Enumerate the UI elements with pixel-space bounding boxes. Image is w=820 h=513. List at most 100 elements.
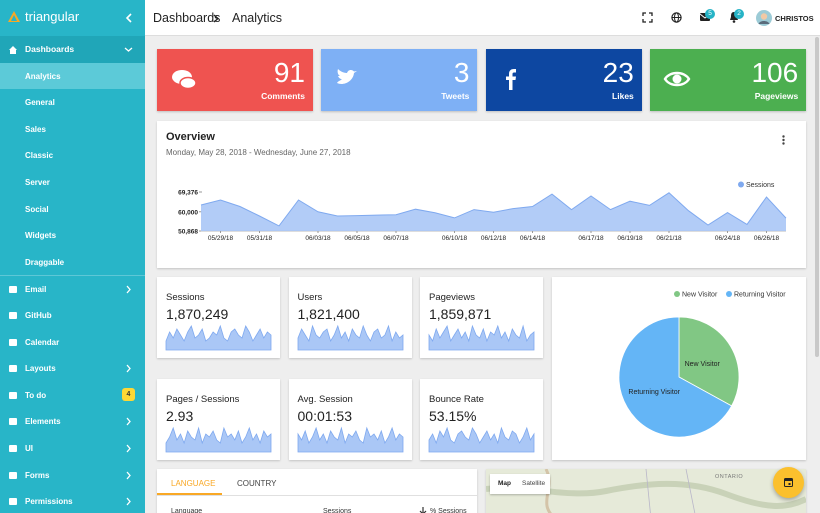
sparkline-area [428, 324, 535, 351]
x-tick-label: 06/12/18 [481, 235, 507, 242]
tile-label: Pageviews [754, 91, 799, 101]
chevron [124, 47, 133, 52]
calendar-fab[interactable] [773, 467, 804, 498]
menu-item[interactable]: To do 4 [0, 382, 145, 409]
brand-logo [8, 11, 20, 22]
x-tick-label: 06/24/18 [715, 235, 741, 242]
tile-value: 3 [453, 57, 470, 88]
sessions-area [201, 192, 786, 231]
table-card: LANGUAGE COUNTRY Language Sessions % Session… [157, 469, 477, 513]
menu-label: Permissions [25, 497, 73, 507]
top-bar: Dashboards Analytics 5 2 CHRISTOS [145, 0, 820, 36]
metric-value: 2.93 [166, 408, 194, 424]
x-tick-label: 06/19/18 [617, 235, 643, 242]
tile-value: 91 [273, 57, 305, 88]
column-header[interactable]: Sessions [323, 508, 352, 513]
menu-icon [9, 286, 17, 294]
tile-label: Tweets [441, 91, 470, 101]
menu-badge: 4 [122, 387, 135, 401]
menu-group[interactable]: Dashboards [0, 36, 145, 63]
y-tick-label: 69,376 [178, 190, 198, 197]
sessions-line [200, 192, 787, 227]
menu-item[interactable]: Elements [0, 408, 145, 435]
stat-tile[interactable]: 3 Tweets [321, 49, 478, 111]
menu-item[interactable]: Permissions [0, 488, 145, 513]
menu-icon [9, 338, 17, 346]
menu-label: Email [25, 285, 47, 295]
tile-value: 23 [602, 57, 634, 88]
column-header[interactable]: % Sessions [430, 508, 467, 513]
tab[interactable]: COUNTRY [237, 479, 277, 488]
sparkline-area [428, 426, 535, 453]
menu-label: To do [25, 390, 47, 400]
legend-label: Sessions [746, 182, 775, 189]
y-tick-label: 50,868 [178, 229, 198, 236]
menu-item[interactable]: Sales [0, 116, 145, 143]
visitors-card: New Visitor Returning Visitor New Visitor R… [552, 277, 806, 460]
menu-icon [9, 471, 17, 479]
map-button[interactable]: Satellite [522, 480, 546, 487]
menu-icon [9, 312, 17, 319]
map-button[interactable]: Map [498, 480, 511, 487]
metric-label: Pageviews [429, 292, 475, 303]
menu-item[interactable]: Draggable [0, 249, 145, 276]
card-title: Overview [166, 131, 215, 143]
sparkline-area [165, 324, 272, 351]
menu-item[interactable]: Forms [0, 462, 145, 489]
avatar [756, 10, 772, 26]
legend-label: Returning Visitor [734, 292, 786, 299]
x-tick-label: 06/03/18 [305, 235, 331, 242]
x-tick-label: 05/31/18 [247, 235, 273, 242]
x-tick-label: 06/26/18 [754, 235, 780, 242]
language-icon [671, 12, 682, 23]
stat-tile[interactable]: 106 Pageviews [650, 49, 807, 111]
tab-indicator [157, 493, 222, 495]
menu-label: Analytics [25, 71, 61, 81]
stat-tile[interactable]: 91 Comments [157, 49, 313, 111]
map-label: ONTARIO [715, 474, 744, 480]
menu-label: Layouts [25, 364, 56, 374]
menu-item[interactable]: GitHub [0, 302, 145, 329]
metric-card: Bounce Rate 53.15% [420, 379, 543, 460]
sidebar: triangular Dashboards Analytics General Sale… [0, 0, 145, 513]
x-tick-label: 06/07/18 [383, 235, 409, 242]
breadcrumb-parent[interactable]: Dashboards [153, 11, 221, 25]
mail-badge[interactable]: 5 [705, 9, 715, 19]
metric-label: Sessions [166, 292, 205, 303]
chevron [126, 444, 131, 453]
menu-item[interactable]: Calendar [0, 329, 145, 356]
menu-item[interactable]: General [0, 89, 145, 116]
menu-label: Draggable [25, 257, 65, 267]
menu-item[interactable]: Server [0, 169, 145, 196]
menu-icon [9, 365, 17, 373]
menu-item[interactable]: Layouts [0, 355, 145, 382]
tile-icon [337, 69, 358, 84]
tab[interactable]: LANGUAGE [171, 479, 216, 488]
sparkline-area [297, 426, 403, 453]
chevron [126, 285, 131, 294]
chevron [126, 471, 131, 480]
menu-item[interactable]: UI [0, 435, 145, 462]
metric-label: Pages / Sessions [166, 394, 240, 405]
column-header[interactable]: Language [171, 508, 203, 513]
overview-chart: 69,376 60,000 50,868 05/29/18 05/31/18 06/03/… [178, 181, 787, 242]
sparkline-area [165, 426, 272, 453]
menu-label: Elements [25, 417, 61, 427]
card-subtitle: Monday, May 28, 2018 - Wednesday, June 2… [166, 148, 351, 157]
user-name[interactable]: CHRISTOS [775, 14, 814, 23]
menu-item[interactable]: Email [0, 275, 145, 302]
notification-badge[interactable]: 2 [734, 9, 744, 19]
menu-item[interactable]: Analytics [0, 62, 145, 90]
menu-item[interactable]: Social [0, 196, 145, 223]
sparkline [297, 324, 403, 351]
stat-tile[interactable]: 23 Likes [485, 49, 642, 111]
chevron [126, 417, 131, 426]
visitors-pie: New Visitor Returning Visitor New Visitor R… [618, 291, 786, 438]
menu-item[interactable]: Classic [0, 142, 145, 169]
pie-slice [618, 316, 733, 438]
metric-value: 53.15% [429, 408, 477, 424]
metric-card: Avg. Session 00:01:53 [288, 379, 412, 460]
slice-label: Returning Visitor [628, 389, 680, 396]
menu-item[interactable]: Widgets [0, 222, 145, 249]
menu-label: Classic [25, 151, 54, 161]
